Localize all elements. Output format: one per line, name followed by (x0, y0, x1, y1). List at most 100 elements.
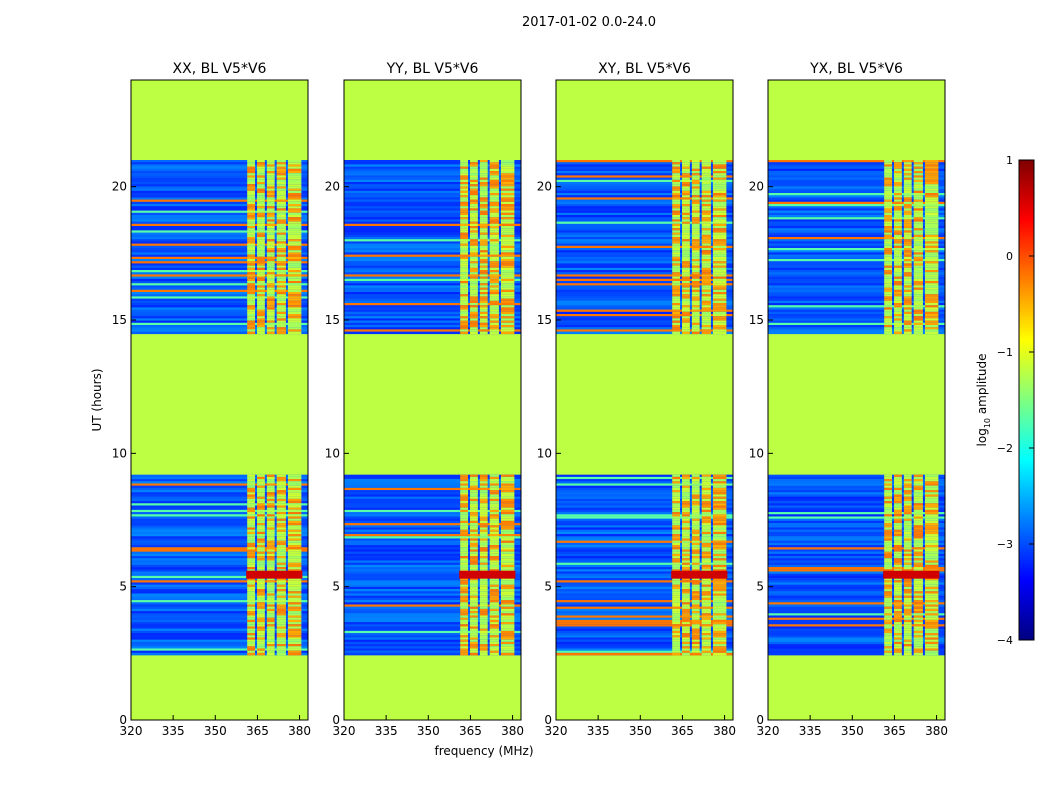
rfi-band-cell (470, 254, 478, 258)
rfi-band-cell (460, 586, 469, 590)
rfi-band-cell (247, 300, 256, 304)
rfi-line (556, 650, 733, 654)
spectrum-row (556, 296, 733, 299)
rfi-band-cell (691, 219, 700, 222)
rfi-band-cell (276, 234, 286, 238)
rfi-band-cell (460, 252, 469, 255)
rfi-band-cell (460, 331, 469, 335)
rfi-band-cell (460, 560, 469, 563)
rfi-band-cell (266, 628, 275, 632)
rfi-band-cell (257, 201, 265, 205)
rfi-band-cell (672, 615, 681, 618)
rfi-band-cell (924, 591, 939, 594)
rfi-band-cell (884, 261, 893, 264)
rfi-band-cell (460, 314, 469, 317)
rfi-band-cell (460, 600, 469, 603)
rfi-band-cell (500, 608, 515, 612)
rfi-band-cell (266, 492, 275, 495)
rfi-band-cell (276, 483, 286, 486)
rfi-band-cell (287, 228, 302, 231)
spectrum-row (131, 516, 308, 519)
spectrum-row (556, 509, 733, 513)
rfi-band-cell (460, 217, 469, 220)
rfi-band-cell (500, 322, 515, 326)
rfi-band-cell (913, 168, 923, 172)
rfi-band-cell (903, 217, 912, 220)
rfi-band-cell (257, 602, 265, 605)
x-tick-label: 320 (545, 724, 568, 738)
rfi-line (556, 274, 733, 277)
spectrum-row (344, 602, 521, 605)
rfi-band-cell (500, 212, 515, 216)
rfi-band-cell (257, 188, 265, 192)
spectrum-row (556, 307, 733, 310)
rfi-band-cell (257, 567, 265, 570)
rfi-band-cell (266, 619, 275, 623)
rfi-band-cell (287, 175, 302, 178)
rfi-band-cell (266, 558, 275, 561)
rfi-band-cell (712, 276, 727, 280)
rfi-band-cell (691, 223, 700, 227)
rfi-band-cell (924, 505, 939, 508)
rfi-band-cell (247, 553, 256, 557)
rfi-band-cell (479, 635, 488, 638)
rfi-band-cell (682, 248, 690, 251)
rfi-band-cell (924, 276, 939, 280)
rfi-band-cell (691, 498, 700, 502)
rfi-band-cell (287, 551, 302, 555)
rfi-band-cell (489, 223, 499, 227)
rfi-band-cell (691, 538, 700, 541)
spectrum-row (768, 648, 945, 651)
rfi-band-cell (682, 252, 690, 255)
rfi-band-cell (470, 223, 478, 227)
rfi-band-cell (500, 289, 515, 293)
rfi-band-cell (479, 329, 488, 332)
spectrum-row (556, 259, 733, 262)
spectrum-row (556, 217, 733, 220)
rfi-band-cell (672, 327, 681, 330)
rfi-band-cell (287, 173, 302, 176)
rfi-band-cell (691, 529, 700, 533)
rfi-line (556, 160, 733, 163)
rfi-band-cell (460, 223, 469, 227)
rfi-band-cell (672, 160, 681, 163)
rfi-band-cell (247, 285, 256, 288)
y-tick-label: 5 (332, 580, 340, 594)
spectrum-row (344, 589, 521, 592)
spectrum-row (131, 329, 308, 332)
rfi-band-cell (287, 259, 302, 262)
rfi-band-cell (712, 162, 727, 165)
spectrum-row (131, 309, 308, 313)
rfi-band-cell (500, 195, 515, 198)
rfi-band-cell (701, 217, 711, 220)
rfi-band-cell (276, 595, 286, 599)
rfi-band-cell (489, 303, 499, 306)
rfi-band-cell (924, 644, 939, 647)
rfi-band-cell (903, 562, 912, 566)
rfi-band-cell (691, 635, 700, 638)
rfi-band-cell (701, 589, 711, 592)
rfi-band-cell (470, 281, 478, 284)
y-tick-label: 10 (749, 446, 764, 460)
rfi-band-cell (682, 182, 690, 185)
rfi-band-cell (276, 600, 286, 603)
rfi-band-cell (903, 520, 912, 524)
rfi-band-cell (894, 160, 902, 163)
rfi-band-cell (701, 160, 711, 163)
rfi-band-cell (903, 232, 912, 236)
spectrum-row (131, 626, 308, 629)
rfi-band-cell (479, 188, 488, 192)
spectrum-row (768, 199, 945, 203)
rfi-band-cell (266, 487, 275, 491)
spectrum-row (131, 507, 308, 511)
rfi-band-cell (460, 320, 469, 324)
rfi-band-cell (894, 536, 902, 539)
rfi-band-cell (479, 307, 488, 310)
spectrum-row (556, 292, 733, 295)
spectrum-row (768, 496, 945, 500)
rfi-band-cell (924, 474, 939, 478)
rfi-band-cell (924, 232, 939, 236)
rfi-band-cell (470, 232, 478, 236)
rfi-band-cell (903, 177, 912, 181)
rfi-band-cell (691, 536, 700, 539)
